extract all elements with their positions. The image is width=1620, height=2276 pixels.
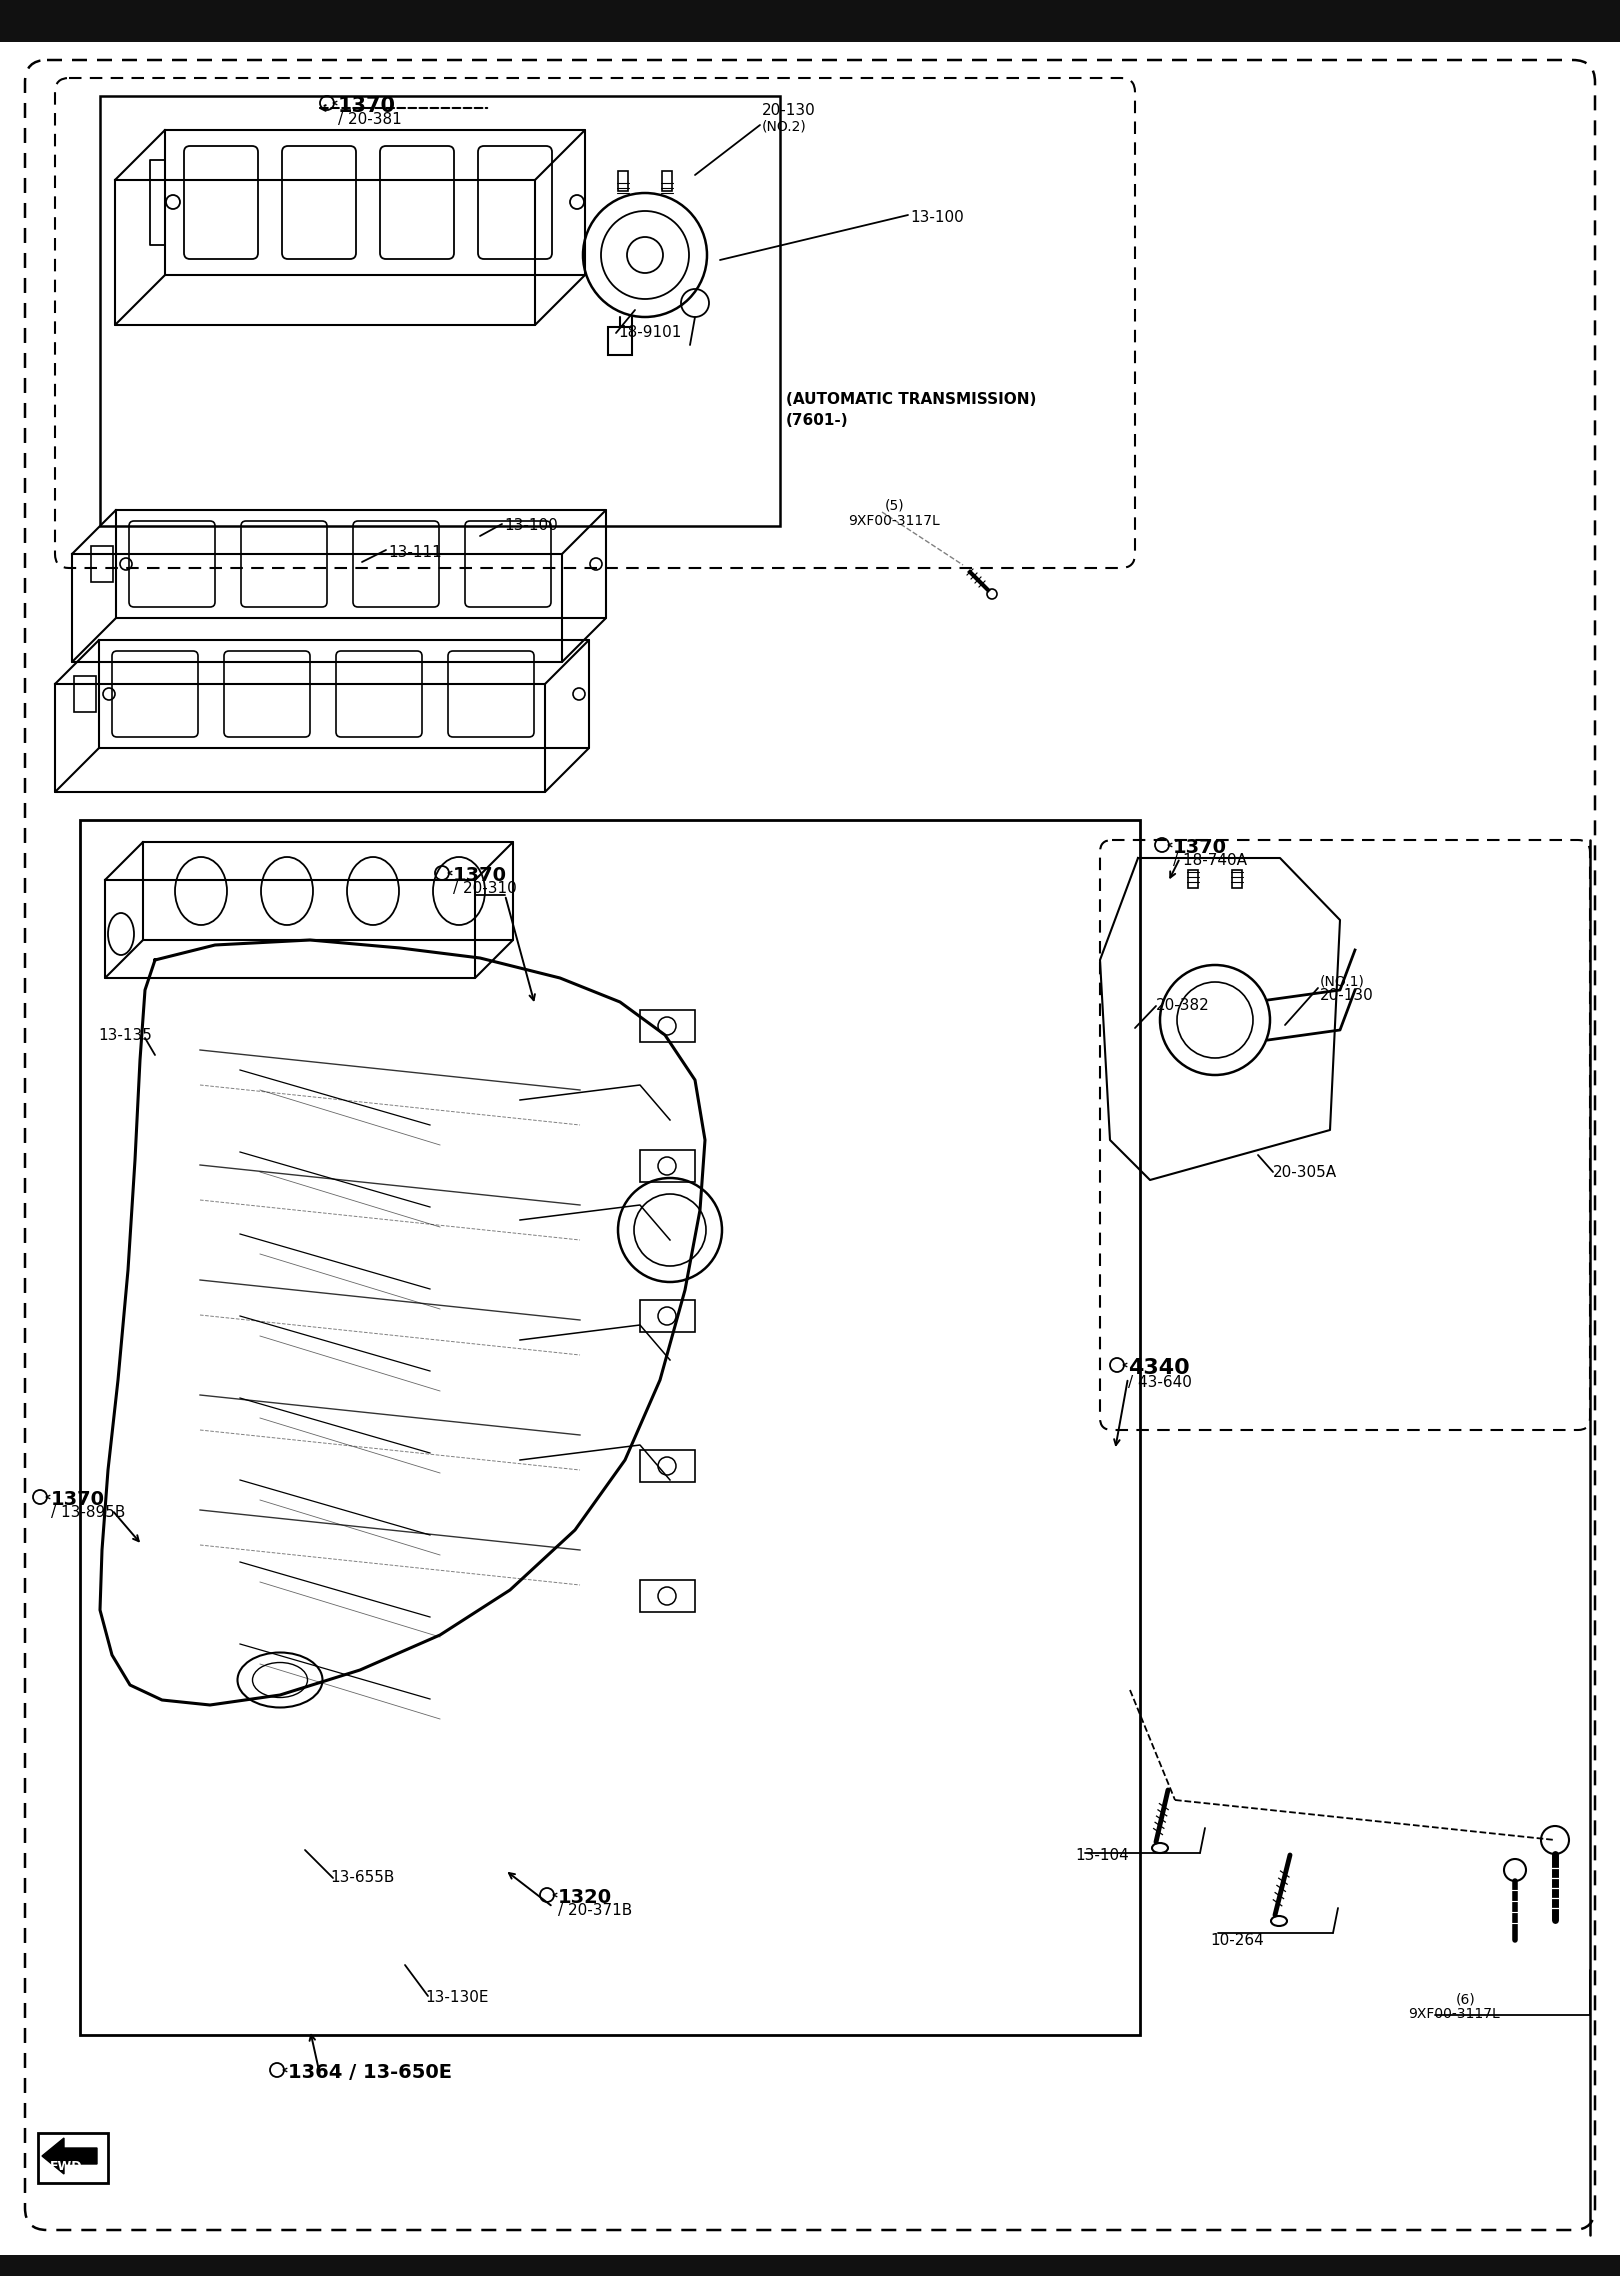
Text: 18-9101: 18-9101 bbox=[617, 325, 682, 339]
Text: 9XF00-3117L: 9XF00-3117L bbox=[1408, 2007, 1500, 2021]
Bar bbox=[1231, 869, 1243, 888]
Bar bbox=[79, 819, 1140, 2035]
Bar bbox=[608, 328, 632, 355]
Text: / 18-740A: / 18-740A bbox=[1173, 854, 1247, 867]
Bar bbox=[640, 1580, 695, 1611]
Text: 20-130: 20-130 bbox=[761, 102, 816, 118]
Bar bbox=[75, 676, 96, 712]
Text: INLET MANIFOLD: INLET MANIFOLD bbox=[698, 5, 922, 30]
Text: 1370: 1370 bbox=[50, 1491, 105, 1509]
Text: 13-655B: 13-655B bbox=[330, 1871, 394, 1885]
Text: 1370: 1370 bbox=[1173, 838, 1226, 858]
Text: 4340: 4340 bbox=[1128, 1359, 1189, 1377]
Bar bbox=[617, 171, 629, 191]
Text: 13-104: 13-104 bbox=[1076, 1848, 1129, 1864]
Text: 20-382: 20-382 bbox=[1157, 997, 1210, 1013]
Bar bbox=[37, 2133, 109, 2183]
Text: FWD: FWD bbox=[50, 2160, 83, 2174]
Bar bbox=[640, 1011, 695, 1042]
Text: 1364 / 13-650E: 1364 / 13-650E bbox=[288, 2062, 452, 2083]
Bar bbox=[663, 171, 672, 191]
Text: 13-100: 13-100 bbox=[504, 519, 557, 533]
Text: (NO.2): (NO.2) bbox=[761, 118, 807, 132]
Text: 20-130: 20-130 bbox=[1320, 988, 1374, 1004]
Text: 13-100: 13-100 bbox=[910, 209, 964, 225]
Bar bbox=[640, 1450, 695, 1482]
Bar bbox=[1187, 869, 1199, 888]
Polygon shape bbox=[42, 2137, 97, 2174]
Text: 13-135: 13-135 bbox=[97, 1029, 152, 1042]
Text: 1370: 1370 bbox=[454, 865, 507, 885]
Text: 13-130E: 13-130E bbox=[424, 1989, 489, 2005]
Text: / 20-371B: / 20-371B bbox=[557, 1903, 632, 1919]
Text: 1320: 1320 bbox=[557, 1889, 612, 1907]
Text: (AUTOMATIC TRANSMISSION): (AUTOMATIC TRANSMISSION) bbox=[786, 391, 1037, 407]
Text: (7601-): (7601-) bbox=[786, 412, 849, 428]
Text: (NO.1): (NO.1) bbox=[1320, 974, 1366, 988]
Text: 10-264: 10-264 bbox=[1210, 1932, 1264, 1948]
Text: / 20-310: / 20-310 bbox=[454, 881, 517, 897]
Bar bbox=[640, 1300, 695, 1331]
Text: (6): (6) bbox=[1456, 1992, 1476, 2005]
Bar bbox=[0, 2256, 1620, 2276]
Text: 20-305A: 20-305A bbox=[1273, 1165, 1336, 1179]
Bar bbox=[91, 546, 113, 583]
Text: / 20-381: / 20-381 bbox=[339, 112, 402, 127]
Bar bbox=[0, 0, 1620, 41]
Bar bbox=[640, 1149, 695, 1181]
Text: 1370: 1370 bbox=[339, 96, 395, 116]
Bar bbox=[100, 96, 779, 526]
Text: 13-111: 13-111 bbox=[389, 544, 442, 560]
Text: 9XF00-3117L: 9XF00-3117L bbox=[847, 514, 940, 528]
Text: / 43-640: / 43-640 bbox=[1128, 1375, 1192, 1391]
Text: (5): (5) bbox=[885, 498, 904, 512]
Text: / 13-895B: / 13-895B bbox=[50, 1504, 125, 1520]
